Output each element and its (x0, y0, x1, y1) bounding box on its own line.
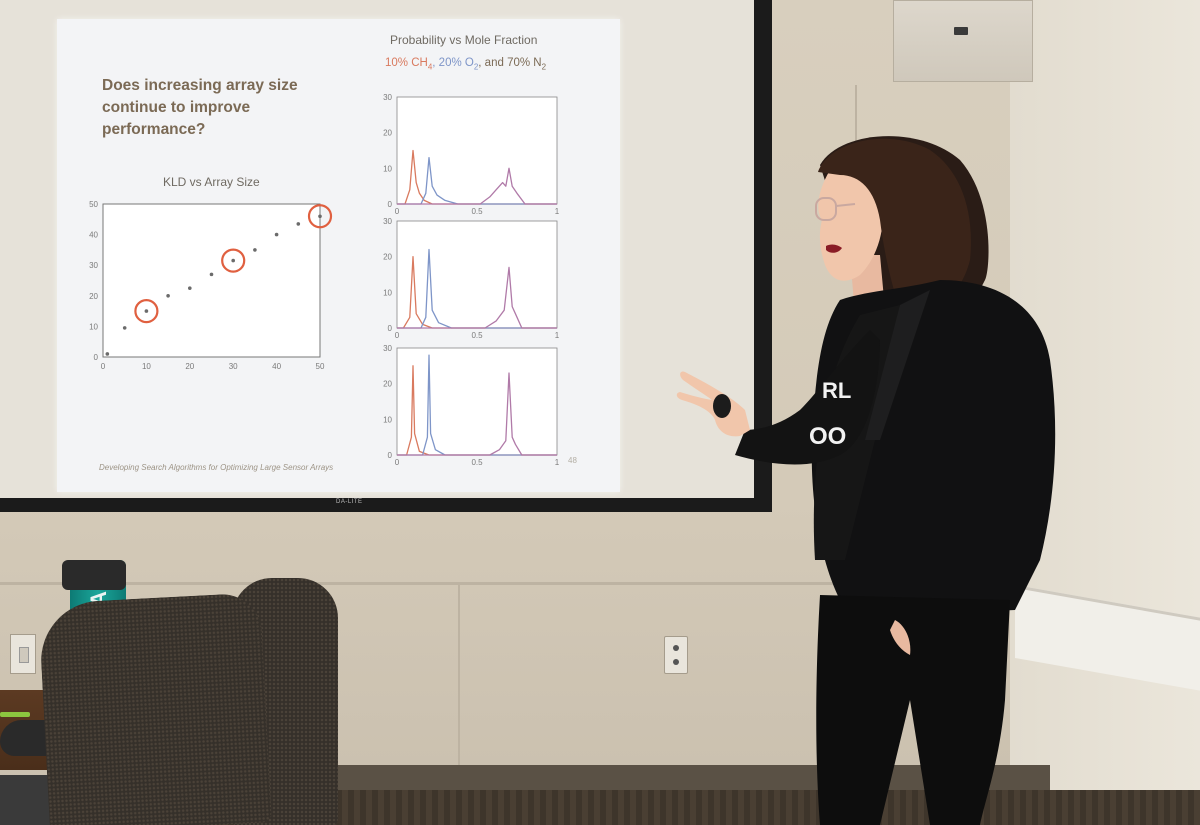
data-point (318, 214, 322, 219)
subtitle-part: 2 (473, 62, 479, 72)
ceiling-speaker (893, 0, 1033, 82)
x-tick-label: 0 (101, 362, 106, 371)
x-tick-label: 0 (395, 331, 400, 340)
y-tick-label: 20 (383, 380, 392, 389)
slide-footer: Developing Search Algorithms for Optimiz… (99, 463, 334, 472)
x-tick-label: 10 (142, 362, 151, 371)
y-tick-label: 30 (383, 344, 392, 353)
data-point (122, 326, 127, 330)
data-point (231, 258, 235, 263)
x-tick-label: 30 (229, 362, 238, 371)
plot-area (396, 96, 558, 205)
data-point (166, 294, 170, 298)
data-point (144, 309, 149, 313)
x-tick-label: 0 (395, 458, 400, 467)
series-line (397, 266, 557, 329)
series-line (397, 156, 557, 205)
presentation-slide: Does increasing array size continue to i… (57, 19, 620, 492)
slide-title: Does increasing array size continue to i… (102, 77, 298, 138)
y-tick-label: 0 (388, 324, 393, 333)
x-tick-label: 1 (555, 331, 560, 340)
series-line (397, 167, 557, 205)
subtitle-part: , 20% O (432, 57, 474, 69)
series-line (397, 354, 557, 456)
y-tick-label: 30 (89, 261, 98, 270)
power-outlet (664, 636, 688, 674)
bottle-cap (62, 560, 126, 590)
subtitle-part: , and 70% N (478, 57, 542, 69)
plot-area (102, 203, 321, 358)
y-tick-label: 0 (94, 353, 99, 362)
wall-panel-seam (458, 585, 460, 765)
slide-page-number: 48 (568, 456, 577, 465)
y-tick-label: 10 (89, 322, 98, 331)
wall-rail (0, 582, 1010, 585)
projector-brand-label: DA-LITE (336, 499, 363, 505)
data-point (296, 222, 301, 226)
y-tick-label: 30 (383, 217, 392, 226)
data-point (253, 248, 257, 252)
density-chart-subtitle: 10% CH4, 20% O2, and 70% N2 (385, 57, 546, 71)
series-line (397, 149, 557, 205)
x-tick-label: 1 (555, 458, 560, 467)
scatter-chart-title: KLD vs Array Size (163, 175, 260, 189)
series-line (397, 372, 557, 456)
highlighter-pen (0, 712, 30, 717)
data-point (105, 352, 110, 356)
highlight-circle (134, 298, 159, 324)
highlight-circle (221, 248, 246, 273)
x-tick-label: 0 (395, 207, 400, 216)
x-tick-label: 0.5 (471, 458, 483, 467)
light-switch (10, 634, 36, 674)
plot-area (396, 347, 558, 456)
highlight-circle (307, 204, 333, 229)
y-tick-label: 0 (388, 451, 393, 460)
y-tick-label: 10 (383, 288, 392, 297)
y-tick-label: 20 (89, 292, 98, 301)
subtitle-part: 2 (541, 62, 547, 72)
data-point (274, 232, 279, 237)
y-tick-label: 0 (388, 200, 393, 209)
y-tick-label: 20 (383, 253, 392, 262)
x-tick-label: 20 (185, 362, 194, 371)
x-tick-label: 50 (316, 362, 325, 371)
speaker-logo-icon (954, 27, 968, 35)
data-point (188, 286, 192, 290)
data-point (209, 272, 214, 277)
y-tick-label: 50 (89, 200, 98, 209)
density-chart-title: Probability vs Mole Fraction (390, 33, 538, 47)
plot-area (396, 220, 558, 329)
series-line (397, 248, 557, 329)
y-tick-label: 30 (383, 93, 392, 102)
y-tick-label: 20 (383, 129, 392, 138)
x-tick-label: 0.5 (471, 331, 483, 340)
y-tick-label: 40 (89, 231, 98, 240)
subtitle-part: 4 (427, 62, 433, 72)
y-tick-label: 10 (383, 164, 392, 173)
x-tick-label: 40 (272, 362, 281, 371)
subtitle-part: 10% CH (385, 57, 428, 69)
shirt-text-line1: RL (822, 378, 851, 403)
y-tick-label: 10 (383, 415, 392, 424)
x-tick-label: 0.5 (471, 207, 483, 216)
shirt-text-line2: OO (809, 423, 846, 450)
x-tick-label: 1 (555, 207, 560, 216)
kld-scatter-chart: 0 10 20 30 40 50 0 10 20 30 40 50 (89, 200, 333, 371)
